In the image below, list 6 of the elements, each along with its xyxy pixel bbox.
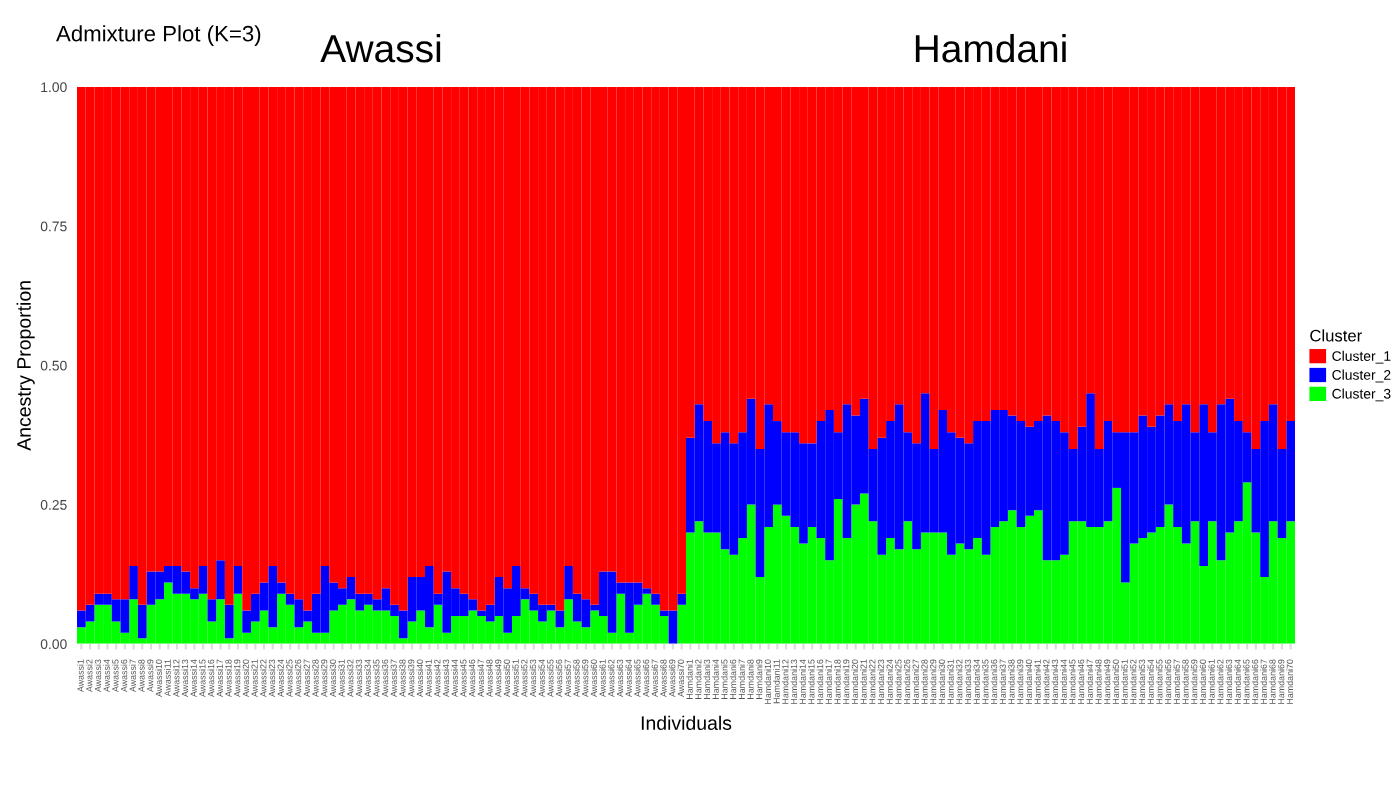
text: Awassi	[320, 33, 441, 63]
text: Hamdani	[915, 33, 1066, 63]
x-axis-title: Individuals	[641, 715, 732, 730]
y-axis-title: Ancestry Proportion	[16, 281, 35, 451]
chart-title: Admixture Plot (K=3)	[56, 25, 261, 46]
legend-title: Cluster	[1310, 329, 1362, 342]
